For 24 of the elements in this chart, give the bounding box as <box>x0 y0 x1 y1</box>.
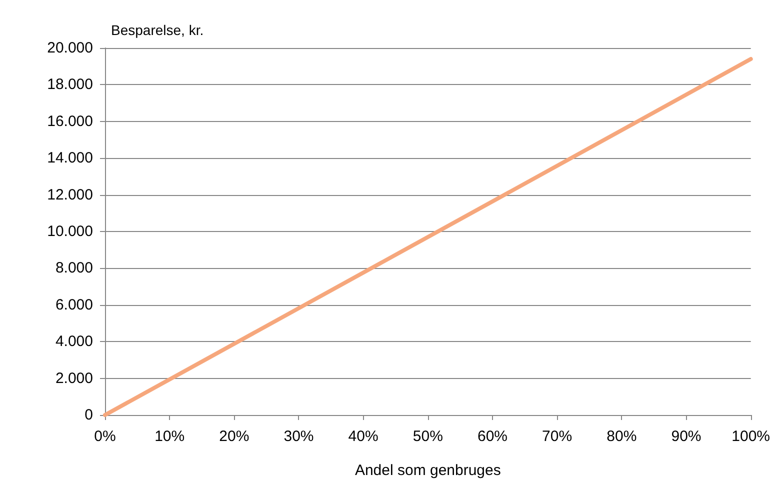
x-tick-label: 60% <box>477 428 508 445</box>
x-tick-label: 50% <box>412 428 443 445</box>
x-axis-title: Andel som genbruges <box>354 462 501 479</box>
x-tick-label: 90% <box>671 428 702 445</box>
y-tick-label: 4.000 <box>55 333 93 350</box>
x-tick-label: 40% <box>348 428 378 445</box>
y-tick-label: 18.000 <box>47 76 93 94</box>
y-tick-label: 20.000 <box>47 40 93 56</box>
x-tick-label: 20% <box>219 428 250 445</box>
y-tick-label: 8.000 <box>55 260 93 277</box>
y-tick-label: 2.000 <box>55 370 93 387</box>
x-tick-label: 30% <box>284 428 314 445</box>
y-tick-label: 12.000 <box>47 186 93 204</box>
x-tick-label: 100% <box>732 428 770 445</box>
y-tick-label: 0 <box>84 406 93 424</box>
y-tick-label: 10.000 <box>47 223 93 240</box>
y-tick-label: 14.000 <box>47 150 93 167</box>
y-tick-label: 16.000 <box>47 112 93 130</box>
x-tick-label: 80% <box>606 428 637 445</box>
y-tick-label: 6.000 <box>55 296 93 314</box>
y-axis-title: Besparelse, kr. <box>111 22 204 38</box>
x-tick-label: 0% <box>94 428 116 445</box>
x-tick-label: 70% <box>542 428 572 445</box>
x-tick-label: 10% <box>154 428 185 445</box>
